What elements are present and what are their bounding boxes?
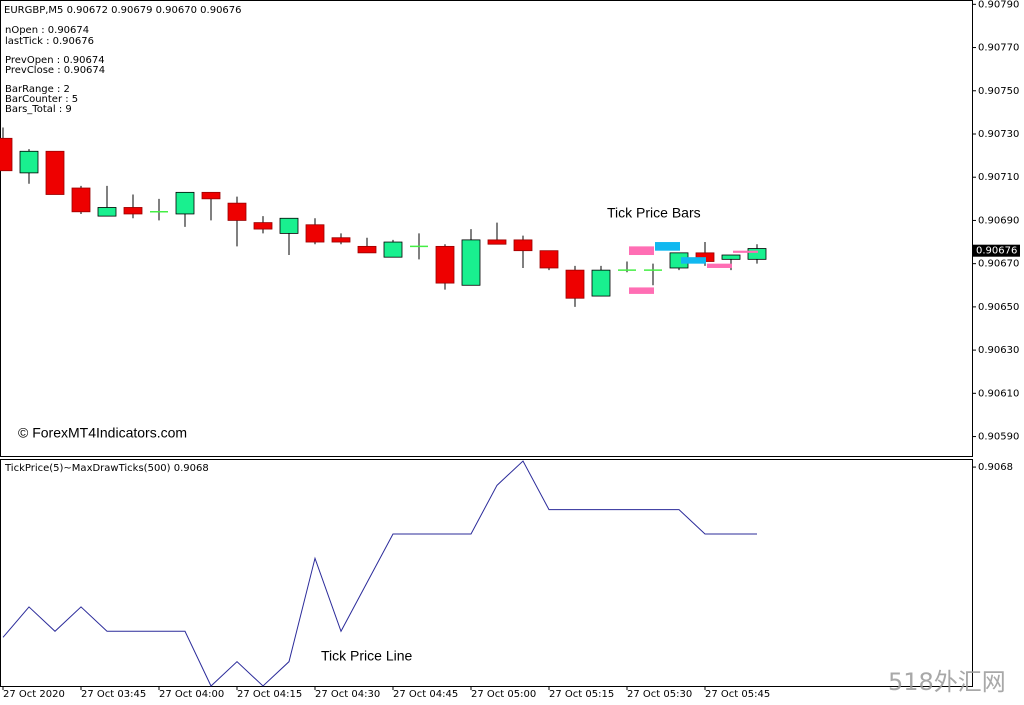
- candle-body: [305, 224, 325, 243]
- info-line: BarCounter : 5: [5, 94, 78, 105]
- symbol-header: EURGBP,M5 0.90672 0.90679 0.90670 0.9067…: [4, 5, 242, 16]
- candle-body: [435, 245, 455, 284]
- annotation: Tick Price Line: [321, 648, 413, 664]
- y-tick-label: 0.90670: [978, 259, 1019, 270]
- candle-body: [383, 241, 403, 258]
- y-tick-label: 0.90650: [978, 302, 1019, 313]
- y-tick-label: 0.90690: [978, 215, 1019, 226]
- candle-body: [461, 239, 481, 286]
- candle-body: [357, 245, 377, 254]
- x-tick-label: 27 Oct 05:30: [627, 689, 692, 700]
- candle-body: [565, 269, 585, 299]
- y-tick-label: 0.90770: [978, 43, 1019, 54]
- x-tick-label: 27 Oct 05:15: [549, 689, 614, 700]
- indicator-title: TickPrice(5)~MaxDrawTicks(500) 0.9068: [4, 463, 209, 474]
- tick-price-bar: [681, 257, 706, 264]
- candle-body: [71, 187, 91, 213]
- candle-body: [0, 137, 13, 172]
- current-price-label: 0.90676: [976, 246, 1017, 257]
- candle-body: [123, 207, 143, 215]
- copyright: © ForexMT4Indicators.com: [18, 425, 187, 441]
- tick-price-bar: [655, 242, 680, 251]
- info-line: Bars_Total : 9: [5, 104, 72, 115]
- y-tick-label: 0.90750: [978, 86, 1019, 97]
- tick-price-bar: [707, 263, 732, 268]
- x-tick-label: 27 Oct 04:00: [159, 689, 224, 700]
- indicator-panel: [0, 459, 973, 687]
- y-tick-label: 0.90730: [978, 129, 1019, 140]
- candle-body: [97, 207, 117, 217]
- candle-body: [201, 191, 221, 200]
- info-line: PrevOpen : 0.90674: [5, 55, 105, 66]
- candle-body: [227, 202, 247, 221]
- y-tick-label: 0.90630: [978, 345, 1019, 356]
- candle-body: [175, 191, 195, 215]
- x-tick-label: 27 Oct 05:45: [705, 689, 770, 700]
- candle-body: [513, 239, 533, 252]
- x-tick-label: 27 Oct 04:30: [315, 689, 380, 700]
- candle-body: [45, 150, 65, 195]
- candle-body: [747, 248, 767, 260]
- current-price-box: [972, 244, 1020, 257]
- info-line: BarRange : 2: [5, 84, 70, 95]
- candle-body: [279, 217, 299, 234]
- candle-body: [331, 237, 351, 243]
- x-tick-label: 27 Oct 2020: [3, 689, 65, 700]
- candle-body: [539, 250, 559, 269]
- y-tick-label: 0.90710: [978, 172, 1019, 183]
- tick-price-bar: [733, 250, 758, 253]
- candle-body: [19, 150, 39, 174]
- x-tick-label: 27 Oct 04:15: [237, 689, 302, 700]
- main-panel: [0, 0, 973, 457]
- tick-price-bar: [629, 287, 654, 294]
- annotation: Tick Price Bars: [607, 205, 701, 221]
- y-tick-label: 0.90590: [978, 432, 1019, 443]
- y-tick-label: 0.90610: [978, 388, 1019, 399]
- tick-price-line: [2, 460, 757, 687]
- x-tick-label: 27 Oct 03:45: [81, 689, 146, 700]
- x-tick-label: 27 Oct 05:00: [471, 689, 536, 700]
- info-line: PrevClose : 0.90674: [5, 65, 105, 76]
- x-tick-label: 27 Oct 04:45: [393, 689, 458, 700]
- info-line: lastTick : 0.90676: [5, 36, 94, 47]
- y-tick-label: 0.9068: [978, 462, 1013, 473]
- info-line: nOpen : 0.90674: [5, 25, 89, 36]
- watermark: 518外汇网: [888, 668, 1006, 696]
- candle-body: [487, 239, 507, 245]
- candle-body: [721, 254, 741, 260]
- y-tick-label: 0.90790: [978, 0, 1019, 10]
- candle-body: [253, 222, 273, 230]
- tick-price-bar: [629, 246, 654, 256]
- candle-body: [591, 269, 611, 297]
